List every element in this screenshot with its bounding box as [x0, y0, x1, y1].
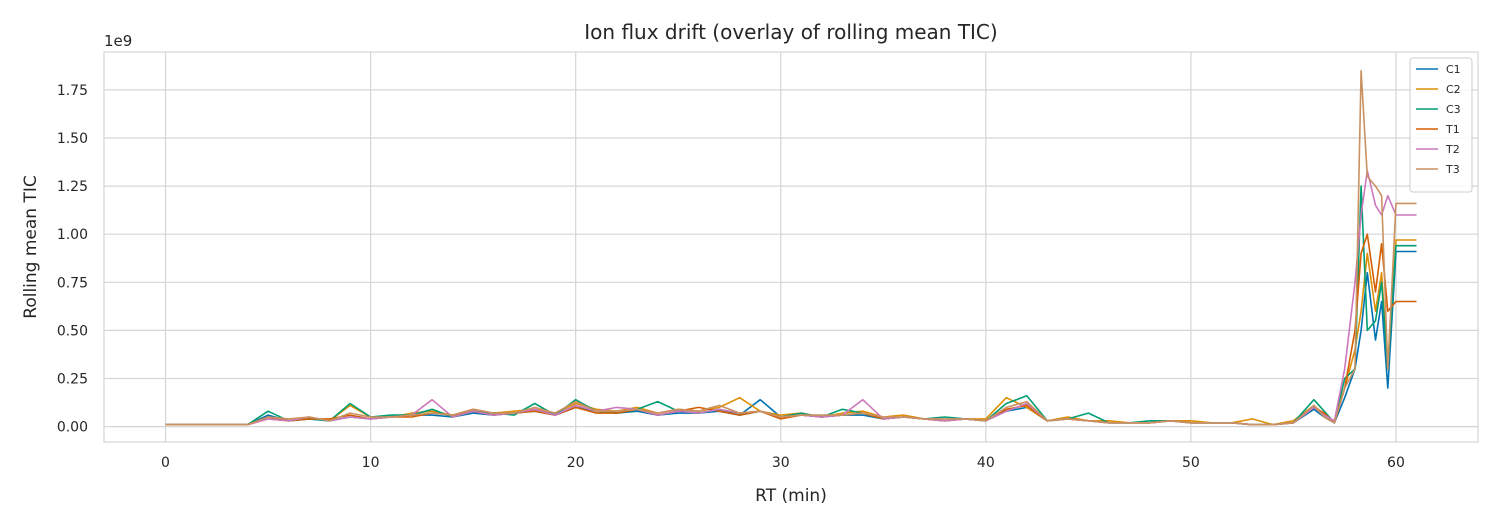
y-offset-label: 1e9 — [104, 32, 132, 50]
y-tick-label: 0.25 — [57, 372, 88, 388]
series-line — [165, 69, 1417, 426]
x-tick-label: 30 — [772, 455, 790, 471]
y-tick-label: 0.00 — [57, 420, 88, 436]
legend-label: C3 — [1446, 103, 1461, 116]
legend-label: T2 — [1445, 143, 1460, 156]
x-tick-label: 0 — [161, 455, 170, 471]
y-tick-label: 1.75 — [57, 83, 88, 99]
legend-label: C2 — [1446, 83, 1461, 96]
y-axis-label: Rolling mean TIC — [21, 175, 41, 318]
legend-label: C1 — [1446, 63, 1461, 76]
y-tick-label: 1.50 — [57, 131, 88, 147]
x-tick-label: 40 — [977, 455, 995, 471]
chart-title: Ion flux drift (overlay of rolling mean … — [584, 20, 997, 44]
x-tick-label: 60 — [1387, 455, 1405, 471]
legend-label: T3 — [1445, 163, 1460, 176]
x-tick-label: 20 — [567, 455, 585, 471]
legend-label: T1 — [1445, 123, 1460, 136]
plot-frame — [103, 51, 1479, 443]
y-tick-label: 1.00 — [57, 227, 88, 243]
x-tick-label: 10 — [362, 455, 380, 471]
y-tick-label: 1.25 — [57, 179, 88, 195]
x-axis-label: RT (min) — [755, 486, 827, 506]
legend-box — [1409, 57, 1473, 193]
series-line — [165, 185, 1417, 426]
x-tick-label: 50 — [1182, 455, 1200, 471]
y-tick-label: 0.50 — [57, 323, 88, 339]
y-tick-label: 0.75 — [57, 275, 88, 291]
